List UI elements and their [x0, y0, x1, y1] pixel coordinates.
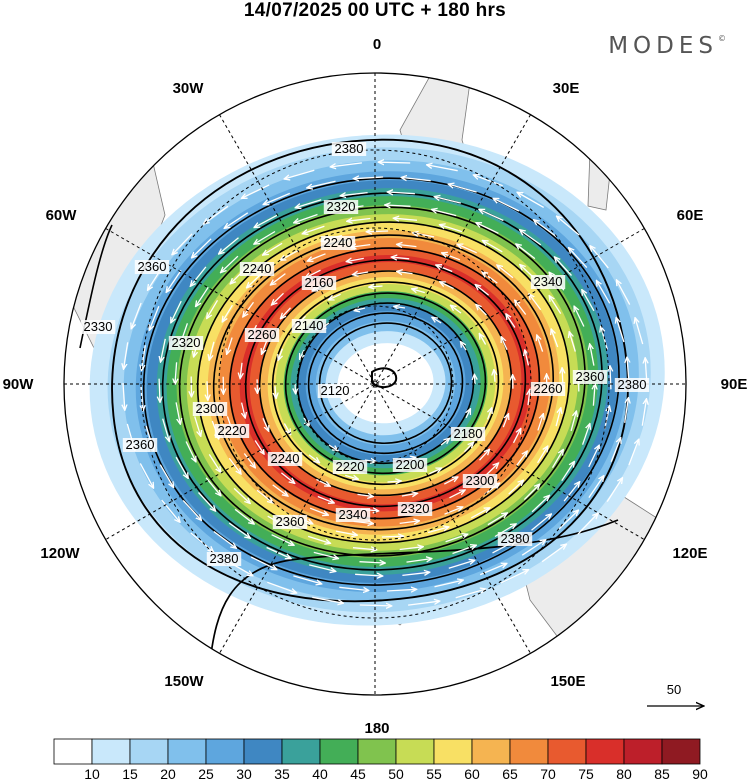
contour-label: 2340 [530, 274, 566, 289]
brand-text: MODES [608, 33, 718, 59]
reference-vector: 50 [647, 682, 704, 706]
contour-2320 [178, 206, 586, 557]
lon-label-120W: 120W [40, 545, 80, 562]
svg-text:2240: 2240 [324, 235, 353, 250]
contour-label: 2360 [122, 437, 158, 452]
svg-text:2300: 2300 [196, 401, 225, 416]
contour-label: 2120 [317, 383, 353, 398]
contour-2380-south-branch [209, 519, 619, 663]
contour-label: 2300 [462, 473, 498, 488]
lon-label-150E: 150E [550, 673, 585, 690]
longitude-labels: 0 30E 60E 90E 120E 150E 180 150W 120W 90… [3, 36, 748, 737]
lon-label-90E: 90E [721, 376, 748, 393]
contour-label: 2320 [323, 199, 359, 214]
svg-text:2380: 2380 [335, 141, 364, 156]
contour-2220 [258, 270, 513, 497]
contour-label: 2340 [335, 507, 371, 522]
svg-text:2380: 2380 [501, 531, 530, 546]
contour-2260 [228, 247, 541, 520]
svg-text:2360: 2360 [138, 259, 167, 274]
contour-2380 [111, 138, 629, 603]
lon-label-60E: 60E [677, 207, 704, 224]
brand-logo: MODES© [608, 33, 726, 59]
contour-label: 2380 [497, 531, 533, 546]
svg-text:2380: 2380 [618, 377, 647, 392]
contour-label: 2380 [331, 141, 367, 156]
contour-label: 2330 [80, 319, 116, 334]
contour-label: 2240 [320, 235, 356, 250]
svg-text:2160: 2160 [305, 275, 334, 290]
svg-text:2260: 2260 [248, 327, 277, 342]
contour-label: 2360 [272, 514, 308, 529]
contour-2340 [161, 192, 603, 571]
map-boundary [63, 72, 687, 696]
svg-text:2320: 2320 [172, 335, 201, 350]
contour-label: 2300 [192, 401, 228, 416]
svg-text:2380: 2380 [210, 551, 239, 566]
contour-label: 2240 [267, 451, 303, 466]
svg-text:2260: 2260 [534, 381, 563, 396]
svg-text:2340: 2340 [339, 507, 368, 522]
contour-label: 2160 [301, 275, 337, 290]
contour-label: 2360 [572, 369, 608, 384]
contour-label: 2360 [134, 259, 170, 274]
svg-text:2340: 2340 [534, 274, 563, 289]
contour-label: 2260 [244, 327, 280, 342]
lon-label-180: 180 [364, 720, 389, 737]
contour-2280 [212, 234, 555, 531]
reference-vector-label: 50 [667, 682, 681, 697]
svg-text:2360: 2360 [576, 369, 605, 384]
contour-label: 2220 [214, 423, 250, 438]
svg-text:2120: 2120 [321, 383, 350, 398]
contour-label: 2200 [392, 457, 428, 472]
contour-labels: 2380 2320 2240 2360 2330 2320 2240 2260 2160 2140… [80, 141, 650, 566]
contour-label: 2180 [450, 426, 486, 441]
svg-text:2180: 2180 [454, 426, 483, 441]
svg-text:2220: 2220 [218, 423, 247, 438]
contour-label: 2320 [168, 335, 204, 350]
wind-vectors [123, 162, 647, 606]
svg-text:2200: 2200 [396, 457, 425, 472]
map-disc [64, 73, 686, 695]
contour-label: 2140 [291, 318, 327, 333]
map-title: 14/07/2025 00 UTC + 180 hrs [243, 0, 507, 21]
svg-text:2360: 2360 [126, 437, 155, 452]
lon-label-90W: 90W [3, 376, 35, 393]
contour-2300 [196, 221, 570, 544]
contour-label: 2380 [614, 377, 650, 392]
contour-label: 2260 [530, 381, 566, 396]
contour-2140 [307, 312, 464, 455]
svg-text:2240: 2240 [243, 261, 272, 276]
lon-label-120E: 120E [672, 545, 707, 562]
lon-label-60W: 60W [46, 207, 78, 224]
svg-text:2360: 2360 [276, 514, 305, 529]
lon-label-30E: 30E [553, 80, 580, 97]
lon-label-0: 0 [373, 36, 381, 53]
contour-label: 2320 [397, 501, 433, 516]
svg-text:2320: 2320 [401, 501, 430, 516]
svg-text:2330: 2330 [84, 319, 113, 334]
lon-label-30W: 30W [173, 80, 205, 97]
lon-label-150W: 150W [164, 673, 204, 690]
svg-text:2320: 2320 [327, 199, 356, 214]
contour-2180 [284, 292, 487, 475]
svg-text:2300: 2300 [466, 473, 495, 488]
brand-mark: © [718, 34, 726, 43]
svg-text:2140: 2140 [295, 318, 324, 333]
contour-label: 2380 [206, 551, 242, 566]
svg-text:2220: 2220 [336, 459, 365, 474]
svg-text:2240: 2240 [271, 451, 300, 466]
contour-label: 2240 [239, 261, 275, 276]
contour-label: 2220 [332, 459, 368, 474]
